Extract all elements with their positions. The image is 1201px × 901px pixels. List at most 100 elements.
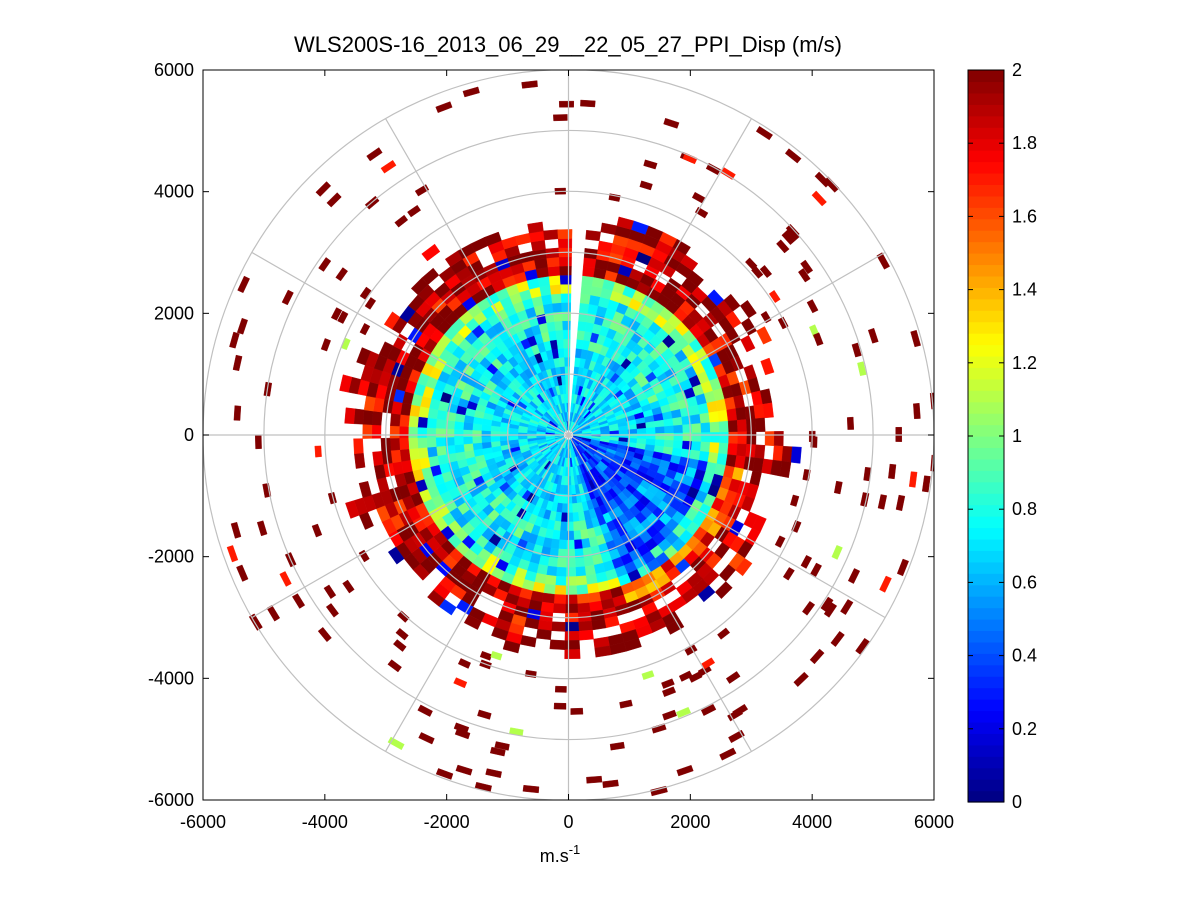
data-cell <box>395 627 409 641</box>
data-cell <box>700 703 717 716</box>
data-cell <box>390 413 401 427</box>
data-cell <box>782 567 795 581</box>
colorbar-segment <box>968 184 1004 197</box>
data-cell <box>389 437 401 451</box>
data-cell <box>584 564 596 576</box>
data-cell <box>609 741 625 751</box>
colorbar-segment <box>968 241 1004 254</box>
data-cell <box>543 583 556 595</box>
data-cell <box>539 285 552 297</box>
data-cell <box>774 535 786 548</box>
data-cell <box>426 427 437 438</box>
data-cell <box>793 671 809 687</box>
x-axis: -6000 -4000 -2000 0 2000 4000 6000 <box>180 70 954 832</box>
data-cell <box>718 420 729 433</box>
data-cell <box>564 630 580 641</box>
data-cell <box>380 160 397 174</box>
data-cell <box>573 539 583 550</box>
x-tick-label: 4000 <box>792 812 832 832</box>
data-cell <box>651 723 667 734</box>
data-cell <box>541 294 553 306</box>
data-cell <box>707 452 719 465</box>
data-cell <box>427 407 439 420</box>
data-cell <box>619 699 633 709</box>
colorbar-tick-label: 0.2 <box>1012 719 1037 739</box>
colorbar-segment <box>968 481 1004 494</box>
y-tick-label: 0 <box>184 425 194 445</box>
polar-grid-spoke <box>567 118 752 436</box>
data-cell <box>672 238 691 256</box>
colorbar-segment <box>968 573 1004 586</box>
data-cell <box>762 402 774 419</box>
data-cell <box>580 99 596 108</box>
data-cell <box>700 432 711 443</box>
data-cell <box>663 117 680 129</box>
y-tick-label: 2000 <box>154 303 194 323</box>
data-cell <box>566 539 575 550</box>
data-cell <box>237 275 250 294</box>
data-cell <box>559 274 572 285</box>
data-cell <box>387 546 405 565</box>
data-cell <box>655 426 665 434</box>
colorbar-segment <box>968 550 1004 563</box>
data-cell <box>320 338 331 352</box>
data-cell <box>387 659 402 673</box>
data-cell <box>536 628 552 641</box>
x-tick-label: -2000 <box>424 812 470 832</box>
colorbar-segment <box>968 230 1004 243</box>
data-cell <box>326 192 342 208</box>
data-cell <box>254 435 262 450</box>
data-cell <box>354 452 366 469</box>
y-tick-label: -2000 <box>148 547 194 567</box>
data-cell <box>736 443 747 457</box>
data-cell <box>455 764 473 776</box>
data-cell <box>709 432 720 444</box>
data-cell <box>755 417 766 432</box>
data-cell <box>551 621 566 632</box>
data-cell <box>745 257 758 271</box>
data-cell <box>335 267 348 282</box>
data-cell <box>417 437 428 449</box>
data-cell <box>557 229 573 240</box>
data-cell <box>913 402 921 420</box>
data-cell <box>754 444 766 460</box>
data-cell <box>364 297 377 310</box>
data-cell <box>673 424 684 434</box>
data-cell <box>399 414 410 427</box>
data-cell <box>580 284 593 296</box>
data-cell <box>576 584 589 596</box>
colorbar-tick-label: 1.4 <box>1012 280 1037 300</box>
data-cell <box>229 331 240 349</box>
data-cell <box>548 274 561 286</box>
data-cell <box>725 671 741 684</box>
data-cell <box>463 443 474 452</box>
data-cell <box>356 347 371 366</box>
colorbar-segment <box>968 436 1004 449</box>
data-cell <box>831 545 843 560</box>
data-cell <box>579 302 590 314</box>
colorbar-segment <box>968 641 1004 654</box>
data-cell <box>908 471 918 488</box>
chart-title: WLS200S-16_2013_06_29__22_05_27_PPI_Disp… <box>294 32 842 57</box>
colorbar-segment <box>968 115 1004 128</box>
data-cell <box>910 329 921 348</box>
data-cell <box>583 555 595 567</box>
data-cell <box>542 303 554 315</box>
data-cell <box>728 431 739 445</box>
data-cell <box>546 321 556 332</box>
data-cell <box>564 621 580 632</box>
data-cell <box>851 342 862 358</box>
data-cell <box>714 581 733 599</box>
data-cell <box>407 204 421 218</box>
data-cell <box>556 338 565 349</box>
data-cell <box>759 265 773 278</box>
data-cell <box>555 566 567 577</box>
colorbar-segment <box>968 687 1004 700</box>
data-cell <box>435 768 454 780</box>
data-cell <box>453 420 465 430</box>
data-cell <box>489 746 506 757</box>
data-cell <box>573 530 582 541</box>
data-cell <box>462 436 473 445</box>
data-cell <box>435 436 446 447</box>
